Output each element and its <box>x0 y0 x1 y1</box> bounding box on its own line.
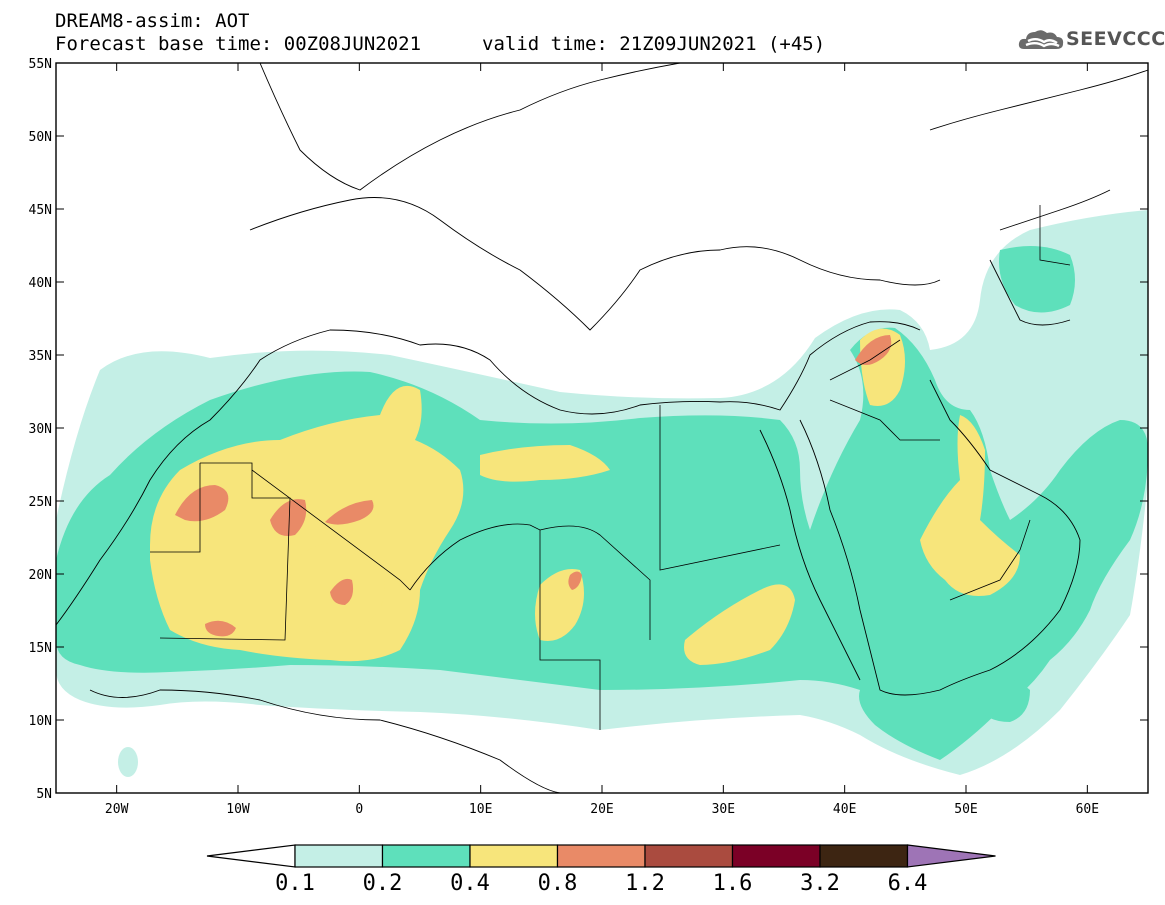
colorbar-box <box>294 844 384 868</box>
colorbar-labels: 0.1 0.2 0.4 0.8 1.2 1.6 3.2 6.4 <box>275 871 927 896</box>
colorbar-boxes <box>206 844 996 868</box>
aot-field <box>56 210 1148 777</box>
lon-tick-label: 20W <box>105 802 129 817</box>
lat-tick-label: 35N <box>29 349 52 364</box>
logo-text: SEEVCCC <box>1066 28 1165 50</box>
colorbar-level-label: 1.2 <box>625 871 665 896</box>
colorbar-level-label: 0.1 <box>275 871 315 896</box>
lon-tick-label: 30E <box>712 802 735 817</box>
lat-tick-label: 25N <box>29 495 52 510</box>
lat-tick-label: 10N <box>29 714 52 729</box>
colorbar-level-label: 6.4 <box>888 871 928 896</box>
lon-tick-label: 10W <box>226 802 250 817</box>
lon-tick-label: 40E <box>833 802 856 817</box>
lon-tick-label: 0 <box>355 802 363 817</box>
lon-tick-label: 60E <box>1076 802 1099 817</box>
lat-tick-label: 30N <box>29 422 52 437</box>
axis-ticks <box>56 62 1148 794</box>
lat-tick-label: 15N <box>29 641 52 656</box>
aot-level-0.8 <box>175 335 892 637</box>
lat-tick-label: 50N <box>29 130 52 145</box>
lat-tick-label: 20N <box>29 568 52 583</box>
valid-time: valid time: 21Z09JUN2021 (+45) <box>482 33 826 55</box>
colorbar-level-label: 3.2 <box>800 871 840 896</box>
colorbar-box <box>731 844 821 868</box>
lon-tick-label: 20E <box>590 802 613 817</box>
lat-tick-label: 5N <box>36 787 52 802</box>
lat-tick-label: 45N <box>29 203 52 218</box>
coastlines <box>56 63 1148 793</box>
aot-map: 20W 10W 0 10E 20E 30E 40E 50E 60E 55N 50N 45N 40N 35N… <box>29 57 1149 817</box>
colorbar-box <box>644 844 734 868</box>
colorbar-box <box>819 844 909 868</box>
forecast-base-time: Forecast base time: 00Z08JUN2021 <box>55 33 422 55</box>
logo: SEEVCCC <box>1016 25 1165 55</box>
colorbar-level-label: 1.6 <box>713 871 753 896</box>
map-title: DREAM8-assim: AOT <box>55 10 250 32</box>
colorbar-box <box>469 844 559 868</box>
colorbar-max-triangle <box>906 844 996 868</box>
colorbar-min-triangle <box>206 844 296 868</box>
colorbar-level-label: 0.2 <box>363 871 403 896</box>
colorbar-level-label: 0.8 <box>538 871 578 896</box>
lon-tick-label: 10E <box>469 802 492 817</box>
colorbar-box <box>381 844 471 868</box>
colorbar-level-label: 0.4 <box>450 871 490 896</box>
lon-tick-label: 50E <box>954 802 977 817</box>
cloud-icon <box>1018 30 1064 49</box>
colorbar-box <box>556 844 646 868</box>
country-borders <box>150 205 1071 730</box>
aot-level-0.4 <box>150 328 1020 665</box>
axis-labels: 20W 10W 0 10E 20E 30E 40E 50E 60E 55N 50N 45N 40N 35N… <box>29 57 1100 817</box>
lat-tick-label: 55N <box>29 57 52 72</box>
lat-tick-label: 40N <box>29 276 52 291</box>
